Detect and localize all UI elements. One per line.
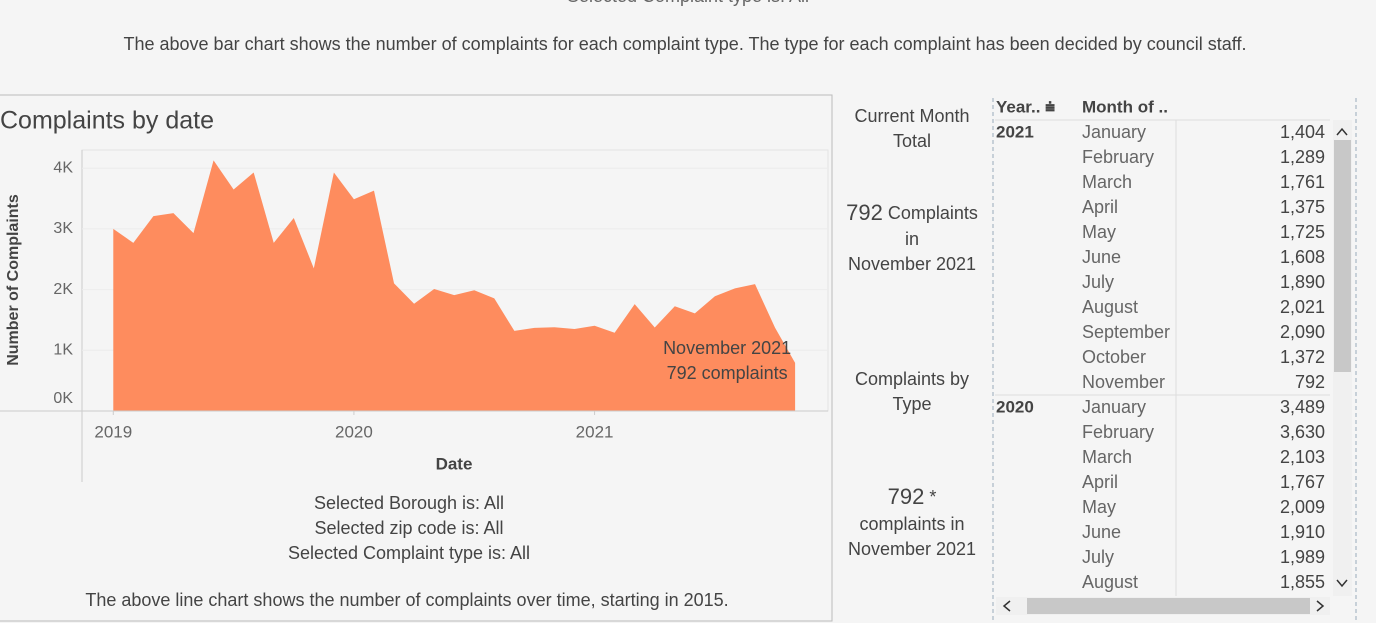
- y-tick-label: 3K: [53, 220, 73, 237]
- month-cell: July: [1082, 272, 1114, 292]
- summary-text: complaints in: [859, 514, 964, 534]
- annotation: November 2021: [663, 338, 791, 358]
- value-cell: 792: [1295, 372, 1325, 392]
- value-cell: 2,103: [1280, 447, 1325, 467]
- month-cell: August: [1082, 297, 1138, 317]
- unit: Complaints: [888, 203, 978, 223]
- value-cell: 1,289: [1280, 147, 1325, 167]
- value-cell: 1,767: [1280, 472, 1325, 492]
- y-tick-label: 2K: [53, 281, 73, 298]
- scroll-down[interactable]: [1336, 579, 1348, 588]
- month-cell: March: [1082, 447, 1132, 467]
- mark: *: [929, 487, 936, 507]
- y-tick-label: 1K: [53, 342, 73, 359]
- month-cell: April: [1082, 197, 1118, 217]
- scroll-right[interactable]: [1316, 600, 1325, 612]
- month-cell: March: [1082, 172, 1132, 192]
- description: The above bar chart shows the number of …: [124, 34, 1247, 54]
- filter-text: Selected Borough is: All: [314, 493, 504, 513]
- month-cell: February: [1082, 147, 1154, 167]
- v-scroll-thumb[interactable]: [1334, 140, 1351, 372]
- summary-text: November 2021: [848, 539, 976, 559]
- value-cell: 2,009: [1280, 497, 1325, 517]
- type-count: 792 *: [888, 484, 937, 509]
- month-cell: August: [1082, 572, 1138, 592]
- value-cell: 1,761: [1280, 172, 1325, 192]
- value-cell: 2,021: [1280, 297, 1325, 317]
- value-cell: 1,404: [1280, 122, 1325, 142]
- value-cell: 1,725: [1280, 222, 1325, 242]
- scroll-left[interactable]: [1002, 600, 1011, 612]
- year-cell: 2021: [996, 122, 1034, 141]
- month-cell: June: [1082, 522, 1121, 542]
- value-cell: 1,989: [1280, 547, 1325, 567]
- summary-title: Current Month: [854, 106, 969, 126]
- month-cell: May: [1082, 497, 1116, 517]
- selected-type-top: Selected Complaint type is: All: [567, 0, 809, 6]
- x-tick-label: 2020: [335, 422, 373, 441]
- value-cell: 2,090: [1280, 322, 1325, 342]
- x-tick-label: 2019: [94, 422, 132, 441]
- annotation: 792 complaints: [667, 363, 788, 383]
- value-cell: 1,910: [1280, 522, 1325, 542]
- chart-title: Complaints by date: [0, 107, 214, 135]
- month-cell: January: [1082, 397, 1146, 417]
- value-cell: 1,855: [1280, 572, 1325, 592]
- y-axis-label: Number of Complaints: [5, 194, 22, 366]
- count: 792: [888, 484, 925, 509]
- summary-text: in: [905, 229, 919, 249]
- chart-panel: [0, 94, 833, 622]
- count: 792: [846, 200, 883, 225]
- value-cell: 3,630: [1280, 422, 1325, 442]
- table-header: Month of ..: [1082, 97, 1168, 116]
- summary-title: Complaints by: [855, 369, 969, 389]
- h-scroll-thumb[interactable]: [1027, 598, 1310, 614]
- x-axis-label: Date: [436, 454, 473, 473]
- value-cell: 1,375: [1280, 197, 1325, 217]
- month-cell: May: [1082, 222, 1116, 242]
- x-tick-label: 2021: [576, 422, 614, 441]
- value-cell: 1,372: [1280, 347, 1325, 367]
- summary-title: Type: [892, 394, 931, 414]
- value-cell: 3,489: [1280, 397, 1325, 417]
- y-tick-label: 0K: [53, 390, 73, 407]
- filter-text: Selected Complaint type is: All: [288, 543, 530, 563]
- value-cell: 1,608: [1280, 247, 1325, 267]
- month-cell: September: [1082, 322, 1170, 342]
- value-cell: 1,890: [1280, 272, 1325, 292]
- area: [113, 160, 796, 411]
- month-cell: June: [1082, 247, 1121, 267]
- month-cell: July: [1082, 547, 1114, 567]
- summary-count: 792 Complaints: [846, 200, 978, 225]
- month-cell: November: [1082, 372, 1165, 392]
- filter-text: Selected zip code is: All: [314, 518, 503, 538]
- year-cell: 2020: [996, 397, 1034, 416]
- summary-title: Total: [893, 131, 931, 151]
- summary-text: November 2021: [848, 254, 976, 274]
- scroll-up[interactable]: [1336, 127, 1348, 136]
- month-cell: February: [1082, 422, 1154, 442]
- y-tick-label: 4K: [53, 159, 73, 176]
- month-cell: April: [1082, 472, 1118, 492]
- footnote: The above line chart shows the number of…: [85, 590, 728, 610]
- table-header: Year.. ⩧: [996, 97, 1055, 116]
- month-cell: October: [1082, 347, 1146, 367]
- month-cell: January: [1082, 122, 1146, 142]
